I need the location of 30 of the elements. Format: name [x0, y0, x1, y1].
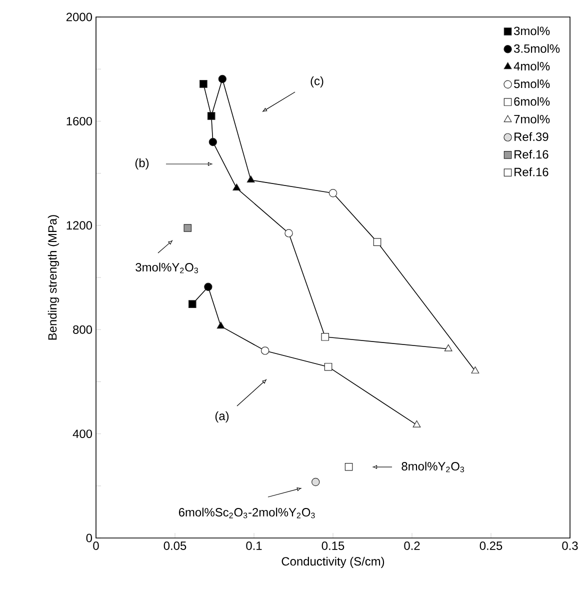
- annotation: 8mol%Y$_{2}$O$_{3}$: [402, 462, 464, 472]
- y-axis-title: Bending strength (MPa): [48, 215, 60, 340]
- y-tick-label: 800: [73, 325, 92, 334]
- annotation: (c): [310, 76, 324, 88]
- annotation: (a): [215, 411, 229, 423]
- y-tick-label: 1200: [66, 221, 92, 230]
- x-tick-label: 0.25: [480, 542, 502, 550]
- annotation: 6mol%Sc$_{2}$O$_{3}$-2mol%Y$_{2}$O$_{3}$: [178, 508, 315, 518]
- x-tick-label: 0.2: [404, 542, 420, 550]
- y-tick-label: 1600: [66, 116, 92, 126]
- y-tick-label: 400: [72, 430, 92, 438]
- legend-label: Ref.16: [514, 150, 548, 159]
- annotation: 3mol%Y$_{2}$O$_{3}$: [136, 262, 198, 274]
- legend-label: 6mol%: [514, 96, 550, 106]
- legend-label: Ref.16: [514, 167, 548, 176]
- legend-label: Ref.39: [514, 132, 548, 141]
- x-tick-label: 0.1: [246, 542, 262, 550]
- x-axis-title: Conductivity (S/cm): [282, 556, 384, 568]
- x-tick-label: 0.05: [164, 542, 186, 550]
- annotation: (b): [135, 158, 149, 170]
- x-tick-label: 0.15: [322, 542, 344, 550]
- legend-label: 5mol%: [514, 79, 550, 88]
- legend-label: 3mol%: [514, 26, 550, 36]
- x-tick-label: 0: [93, 542, 99, 550]
- legend-label: 4mol%: [514, 62, 550, 70]
- y-tick-label: 0: [86, 534, 92, 542]
- y-tick-label: 2000: [66, 12, 92, 22]
- legend-label: 7mol%: [514, 114, 550, 124]
- legend-label: 3.5mol%: [514, 44, 560, 53]
- x-tick-label: 0.3: [562, 542, 578, 550]
